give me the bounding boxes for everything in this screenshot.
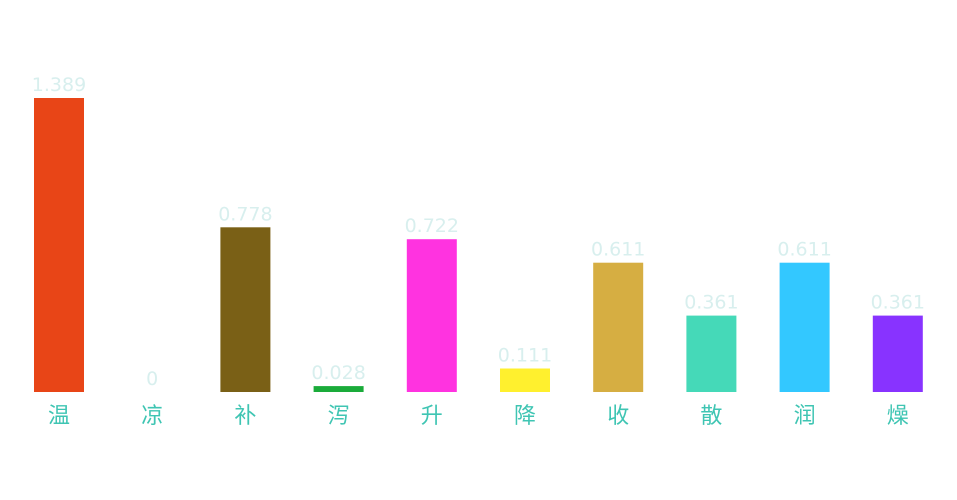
value-label-6: 0.111 [498,345,552,367]
bar-9 [779,262,830,392]
bar-4 [313,386,364,392]
value-label-1: 1.389 [32,74,86,96]
value-label-7: 0.611 [591,239,645,261]
category-label-8: 散 [700,404,722,429]
bar-3 [220,227,271,392]
value-label-3: 0.778 [218,203,272,225]
bar-7 [593,262,644,392]
category-label-5: 升 [421,404,443,429]
bar-10 [872,315,923,392]
value-label-5: 0.722 [405,215,459,237]
value-label-9: 0.611 [777,239,831,261]
category-label-4: 泻 [328,404,350,429]
value-label-4: 0.028 [311,362,365,384]
category-label-2: 凉 [141,404,163,429]
bar-8 [686,315,737,392]
bar-5 [406,239,457,392]
category-label-10: 燥 [887,404,909,429]
category-label-7: 收 [607,404,629,429]
value-label-10: 0.361 [871,292,925,314]
value-label-8: 0.361 [684,292,738,314]
value-label-2: 0 [146,368,158,390]
bar-1 [34,98,84,392]
category-label-3: 补 [234,404,256,429]
category-label-9: 润 [794,404,816,429]
bar-6 [500,368,550,392]
category-label-6: 降 [514,404,536,429]
category-label-1: 温 [48,404,70,429]
